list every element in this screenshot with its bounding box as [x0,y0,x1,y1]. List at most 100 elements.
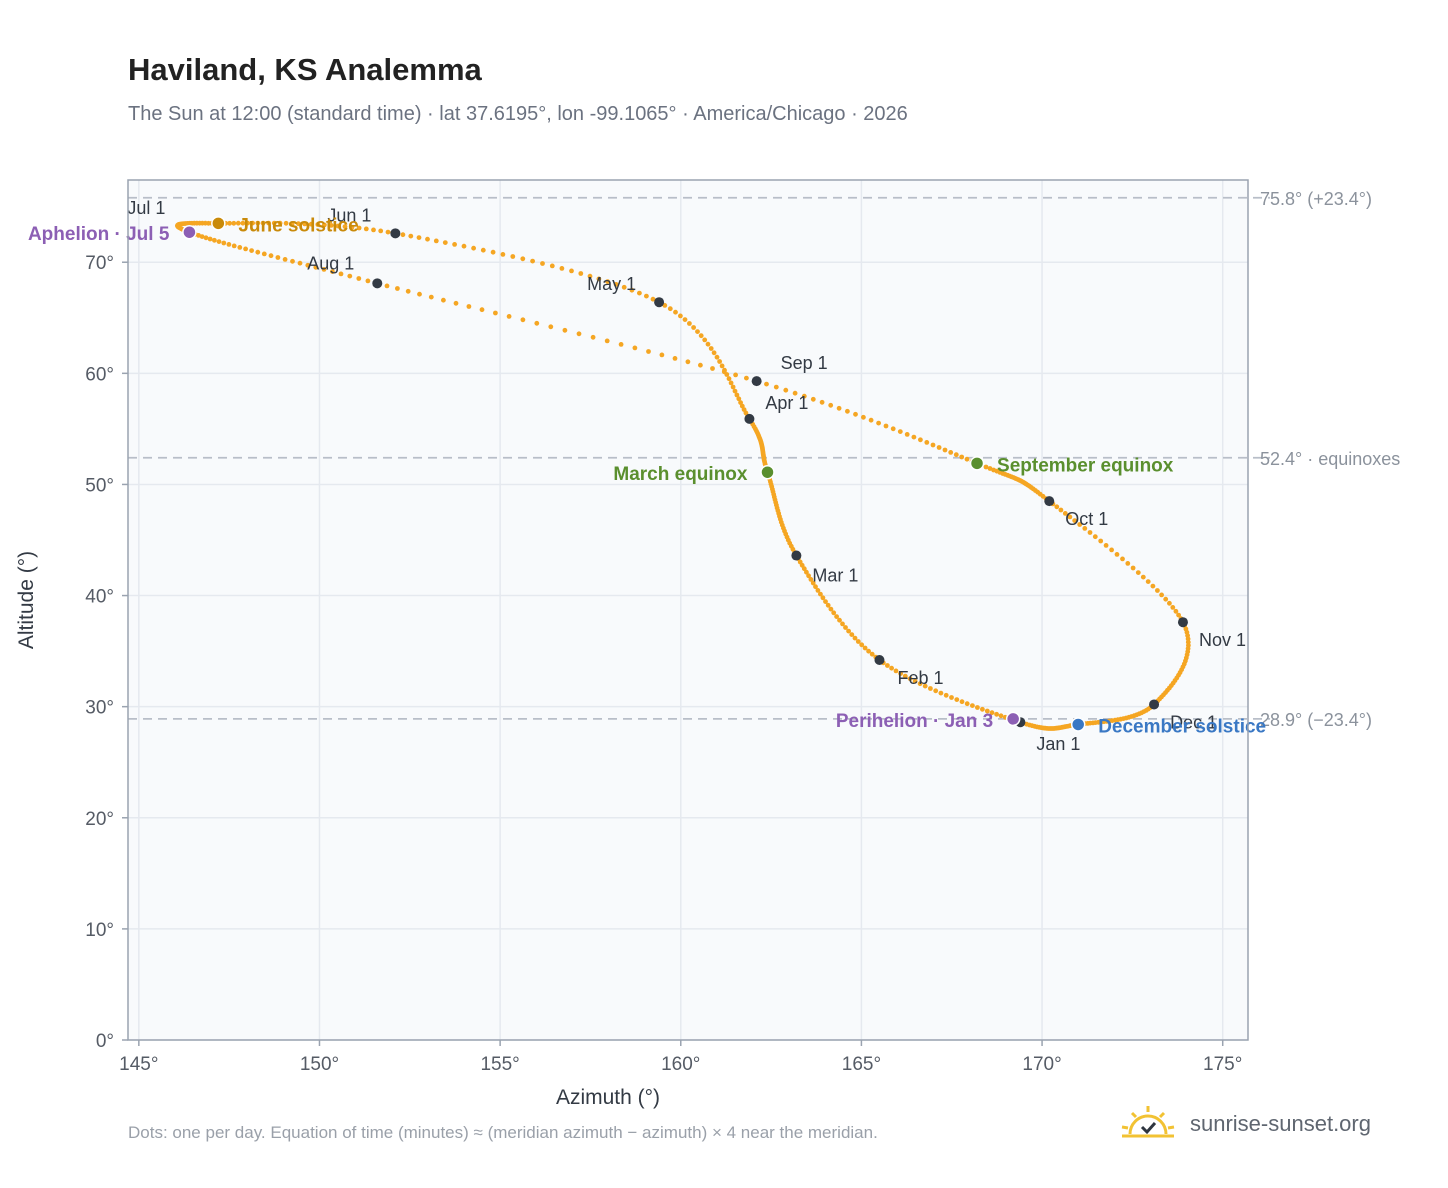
y-tick-label: 60° [85,364,114,385]
day-dot [685,359,691,365]
day-dot [490,249,496,255]
sun-check-icon [1121,1106,1175,1138]
day-dot [578,271,584,276]
day-dot [815,588,821,593]
day-dot [808,577,814,582]
day-dot [212,237,217,243]
day-dot [1072,518,1078,523]
y-tick-label: 20° [85,809,114,830]
day-dot [711,350,717,356]
day-dot [363,226,369,232]
day-dot [328,223,334,228]
day-dot [792,390,798,396]
day-dot [569,268,574,274]
day-dot [1140,574,1146,580]
brand-link[interactable]: sunrise-sunset.org [1120,1104,1371,1144]
day-dot [813,584,818,590]
day-dot [433,238,439,244]
day-dot [227,220,233,226]
day-dot [237,245,243,250]
day-dot [1176,612,1181,618]
day-dot [948,450,954,455]
day-dot [810,580,816,586]
day-dot [356,225,362,231]
day-dot [250,220,256,226]
day-dot [831,610,837,616]
day-dot [261,251,267,257]
day-dot [904,432,910,437]
day-dot [453,300,459,306]
day-dot [902,673,908,679]
day-dot [717,359,722,364]
day-dot [548,324,554,330]
day-dot [869,651,875,657]
day-dot [897,429,903,434]
day-dot [1109,547,1114,553]
day-dot [266,220,271,226]
day-dot [998,713,1004,719]
day-dot [534,320,540,326]
day-dot [1167,600,1172,606]
day-dot [540,261,545,266]
day-dot [506,314,512,319]
event-label: Perihelion · Jan 3 [836,711,993,732]
day-dot [1058,507,1064,513]
day-dot [828,606,834,612]
day-dot [924,440,930,445]
day-dot [520,317,526,323]
y-tick-label: 70° [85,253,114,274]
day-dot [942,447,948,453]
day-dot [853,411,858,417]
day-dot [349,224,355,230]
day-dot [868,417,874,423]
month-marker-label: Jan 1 [1036,734,1080,754]
day-dot [365,278,371,284]
month-marker-label: Sep 1 [781,353,828,373]
day-dot [836,405,842,411]
day-dot [1130,565,1136,571]
day-dot [416,235,422,241]
event-marker [211,216,226,231]
month-marker-label: Mar 1 [812,566,858,586]
day-dot [356,276,362,281]
day-dot [907,676,913,682]
day-dot [970,703,975,708]
day-dot [890,426,896,432]
day-dot [587,273,593,279]
day-dot [243,246,249,252]
day-dot [441,297,446,303]
day-dot [819,399,825,405]
day-dot [933,688,939,694]
plot-frame [127,179,1249,1041]
day-dot [949,695,954,700]
x-tick-label: 170° [1022,1054,1061,1075]
day-dot [846,628,851,634]
day-dot [618,342,624,347]
day-dot [736,396,742,402]
day-dot [590,334,596,340]
day-dot [843,625,848,630]
day-dot [271,220,277,226]
day-dot [408,233,414,239]
day-dot [959,454,965,460]
day-dot [928,686,933,691]
day-dot [917,681,923,687]
day-dot [1098,538,1104,544]
day-dot [980,706,985,712]
day-dot [930,442,936,448]
day-dot [837,617,842,623]
day-dot [1120,556,1125,562]
day-dot [442,240,448,246]
event-label: March equinox [613,464,748,485]
day-dot [1103,543,1109,548]
day-dot [282,257,288,262]
event-label: December solstice [1098,716,1266,737]
day-dot [321,267,327,272]
day-dot [297,260,303,266]
day-dot [1150,583,1156,589]
day-dot [425,236,430,242]
day-dot [862,645,868,651]
month-marker-label: Jul 1 [127,198,165,218]
day-dot [695,329,700,334]
day-dot [296,221,301,227]
